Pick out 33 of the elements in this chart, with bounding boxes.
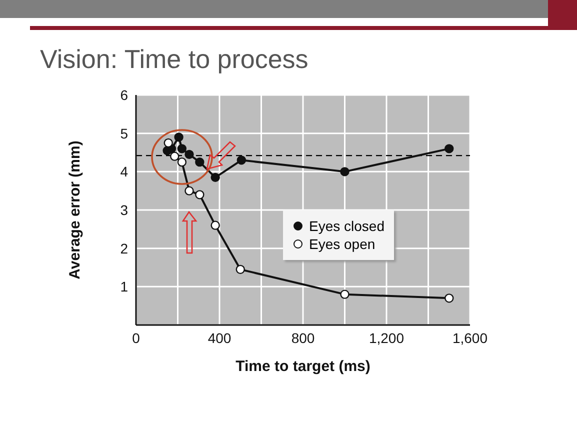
y-tick-label: 4 xyxy=(120,164,128,180)
point xyxy=(236,156,246,165)
point xyxy=(164,138,173,148)
legend-label: Eyes closed xyxy=(309,218,384,234)
point xyxy=(444,294,454,303)
point xyxy=(177,157,187,167)
y-axis-title: Average error (mm) xyxy=(66,140,84,280)
chart-title: Vision: Time to process xyxy=(40,44,308,75)
point xyxy=(174,132,184,142)
x-tick-label: 1,200 xyxy=(368,330,404,346)
y-tick-label: 3 xyxy=(120,202,128,218)
legend-label: Eyes open xyxy=(309,236,376,252)
y-tick-label: 2 xyxy=(120,240,128,256)
y-tick-label: 5 xyxy=(120,125,128,142)
x-tick-label: 1,600 xyxy=(452,330,488,346)
y-tick-label: 1 xyxy=(120,278,128,295)
point xyxy=(184,186,194,196)
point xyxy=(340,290,350,299)
point xyxy=(236,264,245,274)
x-tick-label: 0 xyxy=(132,330,140,346)
y-tick-label: 6 xyxy=(120,86,128,103)
point xyxy=(340,167,350,176)
point xyxy=(210,220,220,230)
point xyxy=(444,144,454,154)
x-tick-label: 400 xyxy=(208,330,232,346)
point xyxy=(177,144,187,154)
point xyxy=(184,150,194,160)
point xyxy=(195,157,204,167)
x-axis-title: Time to target (ms) xyxy=(236,358,370,375)
point xyxy=(195,190,204,200)
point xyxy=(170,152,180,161)
point xyxy=(210,172,220,182)
x-tick-label: 800 xyxy=(291,330,315,346)
